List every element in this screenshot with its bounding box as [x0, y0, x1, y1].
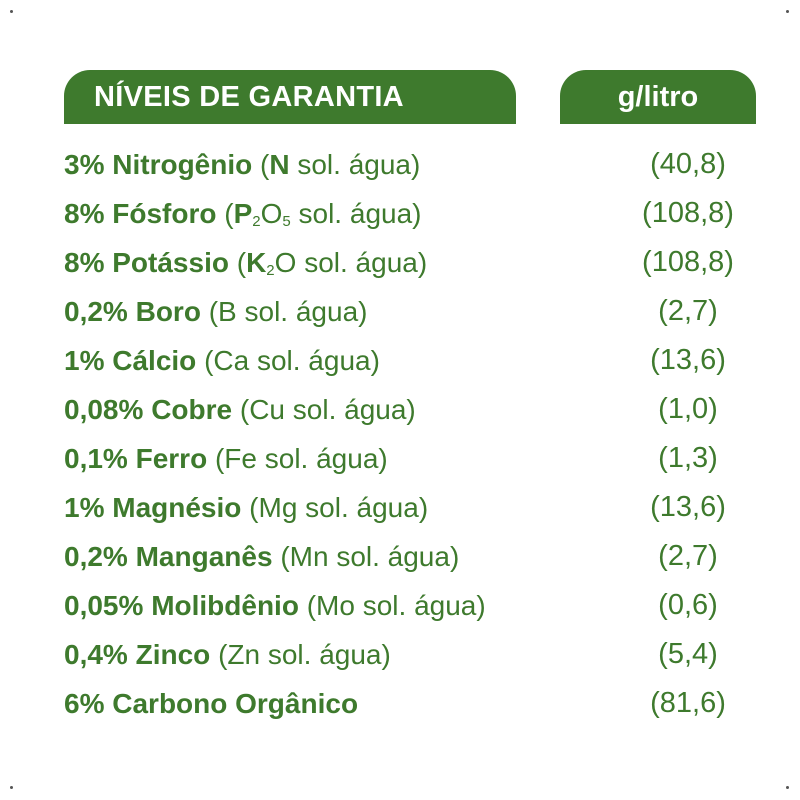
nutrient-row-calcium: 1% Cálcio (Ca sol. água) (13,6): [64, 336, 744, 385]
nutrient-name: Nitrogênio: [112, 149, 261, 180]
nutrient-name: Cobre: [151, 394, 240, 425]
nutrient-subscript: 2: [266, 262, 275, 279]
nutrient-name: Boro: [135, 296, 209, 327]
nutrient-value: (2,7): [658, 540, 718, 572]
nutrient-percent: 1%: [64, 492, 105, 523]
nutrient-value: (81,6): [650, 687, 726, 719]
nutrient-detail: (Fe sol. água): [214, 443, 388, 474]
nutrient-row-copper: 0,08% Cobre (Cu sol. água) (1,0): [64, 385, 744, 434]
nutrient-value: (108,8): [642, 197, 734, 229]
nutrient-row-manganese: 0,2% Manganês (Mn sol. água) (2,7): [64, 532, 744, 581]
nutrient-row-molybdenum: 0,05% Molibdênio (Mo sol. água) (0,6): [64, 581, 744, 630]
nutrient-percent: 0,2%: [64, 296, 128, 327]
nutrient-percent: 1%: [64, 345, 105, 376]
nutrient-row-potassium: 8% Potássio (K2O sol. água) (108,8): [64, 238, 744, 287]
nutrient-percent: 6%: [64, 688, 105, 719]
corner-dot: [786, 10, 789, 13]
guarantee-levels-header: NÍVEIS DE GARANTIA: [64, 70, 516, 124]
nutrient-name: Carbono Orgânico: [112, 688, 359, 719]
nutrient-percent: 0,1%: [64, 443, 128, 474]
nutrient-percent: 0,08%: [64, 394, 144, 425]
corner-dot: [10, 10, 13, 13]
nutrient-percent: 8%: [64, 198, 105, 229]
nutrient-detail: (Mn sol. água): [280, 541, 460, 572]
nutrient-name: Manganês: [135, 541, 281, 572]
nutrient-name: Cálcio: [112, 345, 205, 376]
nutrient-row-phosphorus: 8% Fósforo (P2O5 sol. água) (108,8): [64, 189, 744, 238]
unit-label: g/litro: [617, 80, 699, 113]
nutrient-name: Ferro: [135, 443, 215, 474]
nutrient-detail-open: (: [260, 149, 270, 180]
nutrient-element: P: [233, 198, 253, 229]
nutrient-percent: 3%: [64, 149, 105, 180]
unit-header: g/litro: [560, 70, 756, 124]
nutrient-detail: (Ca sol. água): [204, 345, 380, 376]
nutrient-row-organic-carbon: 6% Carbono Orgânico (81,6): [64, 679, 744, 728]
nutrient-row-boron: 0,2% Boro (B sol. água) (2,7): [64, 287, 744, 336]
nutrient-detail-rest: sol. água): [290, 198, 422, 229]
nutrient-row-zinc: 0,4% Zinco (Zn sol. água) (5,4): [64, 630, 744, 679]
nutrient-value: (0,6): [658, 589, 718, 621]
nutrient-detail: (Cu sol. água): [239, 394, 416, 425]
nutrient-list: 3% Nitrogênio (N sol. água) (40,8) 8% Fó…: [64, 140, 744, 728]
nutrient-row-nitrogen: 3% Nitrogênio (N sol. água) (40,8): [64, 140, 744, 189]
nutrient-value: (13,6): [650, 491, 726, 523]
nutrient-row-iron: 0,1% Ferro (Fe sol. água) (1,3): [64, 434, 744, 483]
nutrient-oxide: O: [274, 247, 297, 278]
nutrient-percent: 8%: [64, 247, 105, 278]
nutrient-element: K: [246, 247, 267, 278]
nutrient-detail-rest: sol. água): [289, 149, 421, 180]
nutrient-subscript: 2: [252, 213, 261, 230]
nutrient-name: Fósforo: [112, 198, 225, 229]
nutrient-value: (5,4): [658, 638, 718, 670]
nutrient-name: Potássio: [112, 247, 237, 278]
nutrient-value: (40,8): [650, 148, 726, 180]
nutrient-value: (1,3): [658, 442, 718, 474]
nutrient-row-magnesium: 1% Magnésio (Mg sol. água) (13,6): [64, 483, 744, 532]
nutrient-detail: (B sol. água): [208, 296, 368, 327]
nutrient-oxide: O: [260, 198, 283, 229]
nutrient-detail: (Mo sol. água): [306, 590, 486, 621]
nutrient-value: (13,6): [650, 344, 726, 376]
nutrient-detail-rest: sol. água): [296, 247, 428, 278]
nutrient-name: Zinco: [135, 639, 219, 670]
nutrient-value: (1,0): [658, 393, 718, 425]
nutrient-detail: (Mg sol. água): [249, 492, 429, 523]
nutrient-name: Molibdênio: [151, 590, 307, 621]
nutrient-name: Magnésio: [112, 492, 250, 523]
nutrient-value: (108,8): [642, 246, 734, 278]
nutrient-percent: 0,4%: [64, 639, 128, 670]
nutrient-subscript: 5: [282, 213, 291, 230]
nutrient-detail-open: (: [224, 198, 234, 229]
nutrient-percent: 0,05%: [64, 590, 144, 621]
nutrient-value: (2,7): [658, 295, 718, 327]
corner-dot: [10, 786, 13, 789]
corner-dot: [786, 786, 789, 789]
guarantee-levels-title: NÍVEIS DE GARANTIA: [94, 80, 404, 113]
nutrient-detail-open: (: [236, 247, 247, 278]
nutrient-element: N: [269, 149, 290, 180]
nutrient-percent: 0,2%: [64, 541, 128, 572]
nutrient-detail: (Zn sol. água): [218, 639, 391, 670]
